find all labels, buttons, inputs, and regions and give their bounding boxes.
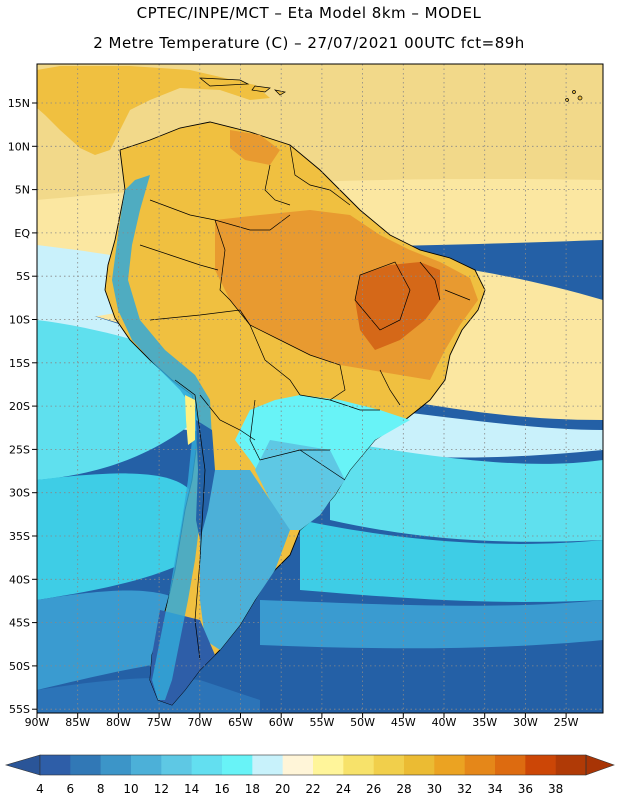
colorbar-left-cap	[4, 754, 41, 776]
colorbar-swatch	[404, 755, 435, 775]
lat-tick-label: 10N	[8, 140, 30, 153]
caribbean-islands	[198, 77, 583, 102]
colorbar-label: 24	[336, 782, 351, 796]
colorbar-label: 4	[36, 782, 44, 796]
lon-tick-label: 80W	[106, 716, 131, 729]
colorbar-swatch	[525, 755, 556, 775]
colorbar-swatch	[100, 755, 132, 775]
axis-ticks	[32, 102, 567, 718]
lat-tick-label: 5N	[15, 184, 30, 197]
lon-tick-label: 45W	[391, 716, 416, 729]
country-borders	[139, 144, 471, 661]
lon-tick-label: 35W	[472, 716, 497, 729]
colorbar-swatch	[40, 755, 71, 775]
lon-tick-label: 55W	[309, 716, 334, 729]
ocean-band-deep-blue-south	[37, 678, 260, 713]
colorbar	[4, 754, 615, 776]
lat-tick-label: 50S	[9, 660, 30, 673]
andes-high-core	[196, 420, 215, 540]
colorbar-label: 38	[548, 782, 563, 796]
land-cool-argentina	[200, 470, 290, 650]
ocean-band-mid-cyan-pacific	[37, 473, 190, 600]
lat-tick-label: 10S	[9, 314, 30, 327]
colorbar-label: 18	[245, 782, 260, 796]
lon-tick-label: 40W	[432, 716, 457, 729]
lat-tick-label: 55S	[9, 703, 30, 716]
colorbar-swatch	[434, 755, 465, 775]
colorbar-swatch	[70, 755, 101, 775]
land-cool-uruguay	[255, 440, 345, 530]
ocean-band-blue-atlantic	[260, 600, 603, 649]
lat-tick-label: 30S	[9, 487, 30, 500]
lat-tick-label: 15N	[8, 97, 30, 110]
colorbar-label: 16	[214, 782, 229, 796]
lon-tick-label: 30W	[513, 716, 538, 729]
longitude-labels: 90W 85W 80W 75W 70W 65W 60W 55W 50W 45W 40W 35W 30W 2…	[25, 716, 579, 729]
lat-tick-label: 15S	[9, 357, 30, 370]
colorbar-swatch	[495, 755, 526, 775]
colorbar-label: 30	[427, 782, 442, 796]
colorbar-outline	[39, 754, 587, 776]
colorbar-label: 12	[154, 782, 169, 796]
ocean-band-cyan-atlantic	[330, 440, 603, 542]
latitude-labels: 15N 10N 5N EQ 5S 10S 15S 20S 25S 30S 35S 40S 45S 50S 5…	[8, 97, 31, 716]
atacama-warm-strip	[185, 395, 195, 445]
lat-tick-label: EQ	[14, 227, 30, 240]
colorbar-label: 8	[97, 782, 105, 796]
colorbar-swatch	[373, 755, 405, 775]
colorbar-swatch	[252, 755, 283, 775]
colorbar-label: 6	[67, 782, 75, 796]
map-frame	[36, 63, 604, 714]
colorbar-right-cap	[585, 754, 615, 776]
land-hot-core	[355, 262, 440, 350]
land-central-america	[37, 66, 270, 155]
colorbar-swatch	[343, 755, 374, 775]
colorbar-swatch	[555, 755, 587, 775]
lat-tick-label: 5S	[16, 270, 30, 283]
lon-tick-label: 50W	[350, 716, 375, 729]
colorbar-swatch	[131, 755, 162, 775]
land-warm-venezuela	[230, 130, 280, 165]
colorbar-labels: 4 6 8 10 12 14 16 18 20 22 24 26 28 30 32 34 36 38	[36, 782, 563, 796]
colorbar-label: 10	[123, 782, 138, 796]
lon-tick-label: 75W	[147, 716, 172, 729]
lon-tick-label: 25W	[554, 716, 579, 729]
lat-tick-label: 25S	[9, 443, 30, 456]
lat-tick-label: 20S	[9, 400, 30, 413]
colorbar-label: 34	[487, 782, 502, 796]
lon-tick-label: 70W	[187, 716, 212, 729]
lon-tick-label: 90W	[25, 716, 50, 729]
colorbar-label: 28	[396, 782, 411, 796]
ocean-band-mid-cyan-atlantic	[300, 520, 603, 602]
colorbar-label: 20	[275, 782, 290, 796]
lon-tick-label: 65W	[228, 716, 253, 729]
map-title-line-2: 2 Metre Temperature (C) – 27/07/2021 00U…	[93, 34, 525, 52]
lat-tick-label: 45S	[9, 617, 30, 630]
colorbar-swatch	[191, 755, 223, 775]
lat-lon-grid	[37, 64, 603, 713]
colorbar-swatch	[313, 755, 344, 775]
colorbar-swatch	[282, 755, 314, 775]
colorbar-swatch	[464, 755, 496, 775]
lon-tick-label: 60W	[269, 716, 294, 729]
andes-cold-ridge	[112, 175, 212, 700]
map-title-line-1: CPTEC/INPE/MCT – Eta Model 8km – MODEL	[136, 4, 482, 22]
colorbar-swatch	[222, 755, 253, 775]
colorbar-label: 32	[457, 782, 472, 796]
lat-tick-label: 40S	[9, 573, 30, 586]
colorbar-swatch	[161, 755, 192, 775]
colorbar-label: 26	[366, 782, 381, 796]
colorbar-label: 22	[305, 782, 320, 796]
lat-tick-label: 35S	[9, 530, 30, 543]
colorbar-label: 14	[184, 782, 199, 796]
land-warm-interior	[215, 210, 478, 380]
lon-tick-label: 85W	[65, 716, 90, 729]
colorbar-label: 36	[518, 782, 533, 796]
ocean-band-blue-pacific	[37, 590, 180, 690]
